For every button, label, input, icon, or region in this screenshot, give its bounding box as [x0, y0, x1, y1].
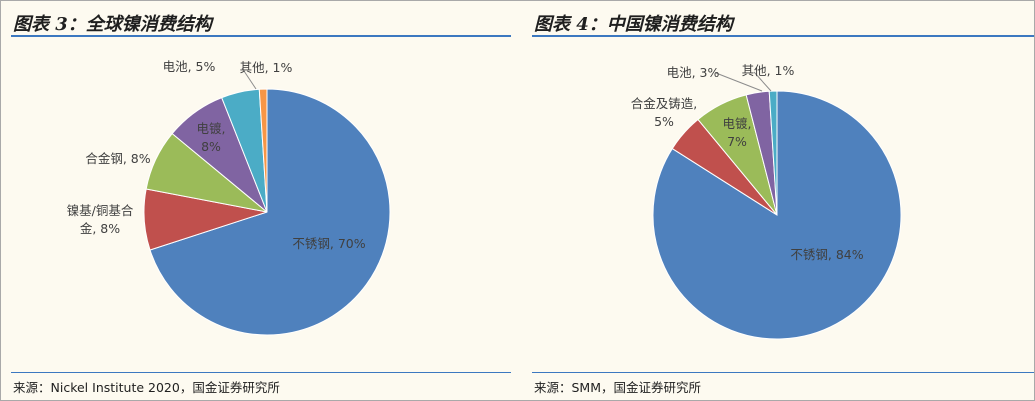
slice-label: 合金钢, 8%	[85, 151, 150, 166]
slice-label: 不锈钢, 70%	[292, 236, 365, 251]
leader-line	[715, 72, 763, 92]
chart-title: 图表 3：全球镍消费结构	[13, 14, 212, 35]
chart-title: 图表 4：中国镍消费结构	[534, 14, 733, 35]
source-note: 来源：SMM，国金证券研究所	[534, 380, 702, 395]
title-divider	[11, 35, 511, 37]
chart-panel-global: 图表 3：全球镍消费结构 不锈钢, 70% 镍基/铜基合金, 8% 合金钢, 8% 电…	[1, 1, 511, 400]
slice-label: 不锈钢, 84%	[790, 247, 863, 262]
slice-label: 电镀, 8%	[197, 121, 226, 154]
slice-label: 其他, 1%	[240, 60, 293, 75]
pie-chart-china: 不锈钢, 84% 合金及铸造, 5% 电镀, 7% 电池, 3% 其他, 1%	[631, 63, 902, 340]
pie-slice-5	[258, 88, 268, 213]
leader-line	[753, 71, 772, 92]
pie-chart-global: 不锈钢, 70% 镍基/铜基合金, 8% 合金钢, 8% 电镀, 8% 电池, 5% 其他,…	[67, 59, 391, 336]
slice-label: 电镀, 7%	[723, 116, 752, 149]
chart-panel-china: 图表 4：中国镍消费结构 不锈钢, 84% 合金及铸造, 5% 电镀, 7% 电池, 3%…	[522, 1, 1034, 400]
slice-label: 合金及铸造, 5%	[631, 96, 697, 129]
title-divider	[532, 35, 1034, 37]
leader-line	[241, 67, 257, 90]
pie-slice-0	[149, 88, 391, 336]
source-divider	[11, 372, 511, 373]
slice-label: 镍基/铜基合金, 8%	[67, 203, 134, 236]
source-divider	[532, 372, 1034, 373]
pie-slice-4	[768, 90, 778, 216]
slice-label: 其他, 1%	[742, 63, 795, 78]
slice-label: 电池, 3%	[667, 65, 720, 80]
source-note: 来源：Nickel Institute 2020，国金证券研究所	[13, 380, 280, 395]
slice-label: 电池, 5%	[163, 59, 216, 74]
